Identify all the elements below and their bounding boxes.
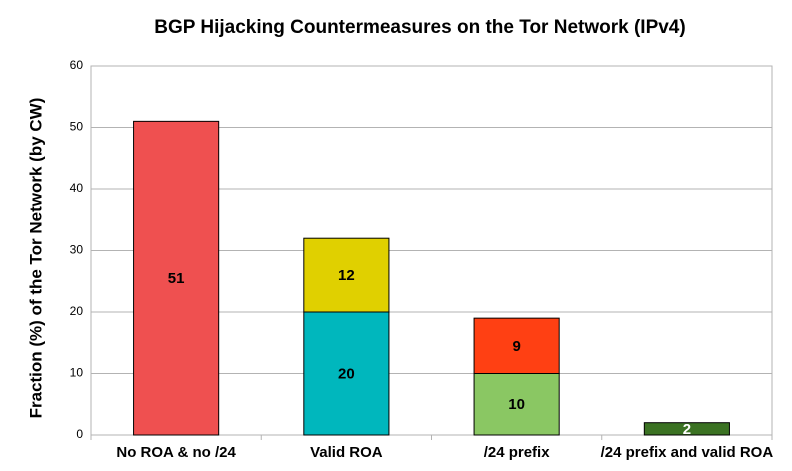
bar-segment	[473, 317, 560, 374]
y-tick-label: 30	[70, 243, 84, 257]
bar-segment	[133, 120, 220, 436]
data-label: 9	[512, 338, 520, 355]
data-label: 10	[508, 396, 525, 413]
y-tick-label: 40	[70, 181, 84, 195]
y-tick-label: 0	[76, 427, 83, 441]
x-tick-label: Valid ROA	[310, 444, 383, 461]
bar-segment	[303, 237, 390, 313]
bar-segment	[643, 422, 730, 436]
data-label: 12	[338, 267, 355, 284]
chart-title: BGP Hijacking Countermeasures on the Tor…	[154, 17, 685, 38]
x-tick-label: /24 prefix	[484, 444, 551, 461]
y-tick-label: 50	[70, 120, 84, 134]
bar-segment	[303, 311, 390, 436]
y-tick-label: 60	[70, 58, 84, 72]
y-axis-label: Fraction (%) of the Tor Network (by CW)	[26, 98, 45, 419]
bar-segment	[473, 373, 560, 436]
data-label: 51	[168, 270, 185, 287]
data-label: 20	[338, 365, 355, 382]
data-label: 2	[683, 421, 691, 438]
y-tick-label: 20	[70, 304, 84, 318]
x-tick-label: /24 prefix and valid ROA	[601, 444, 774, 461]
y-tick-label: 10	[70, 366, 84, 380]
x-tick-label: No ROA & no /24	[116, 444, 236, 461]
